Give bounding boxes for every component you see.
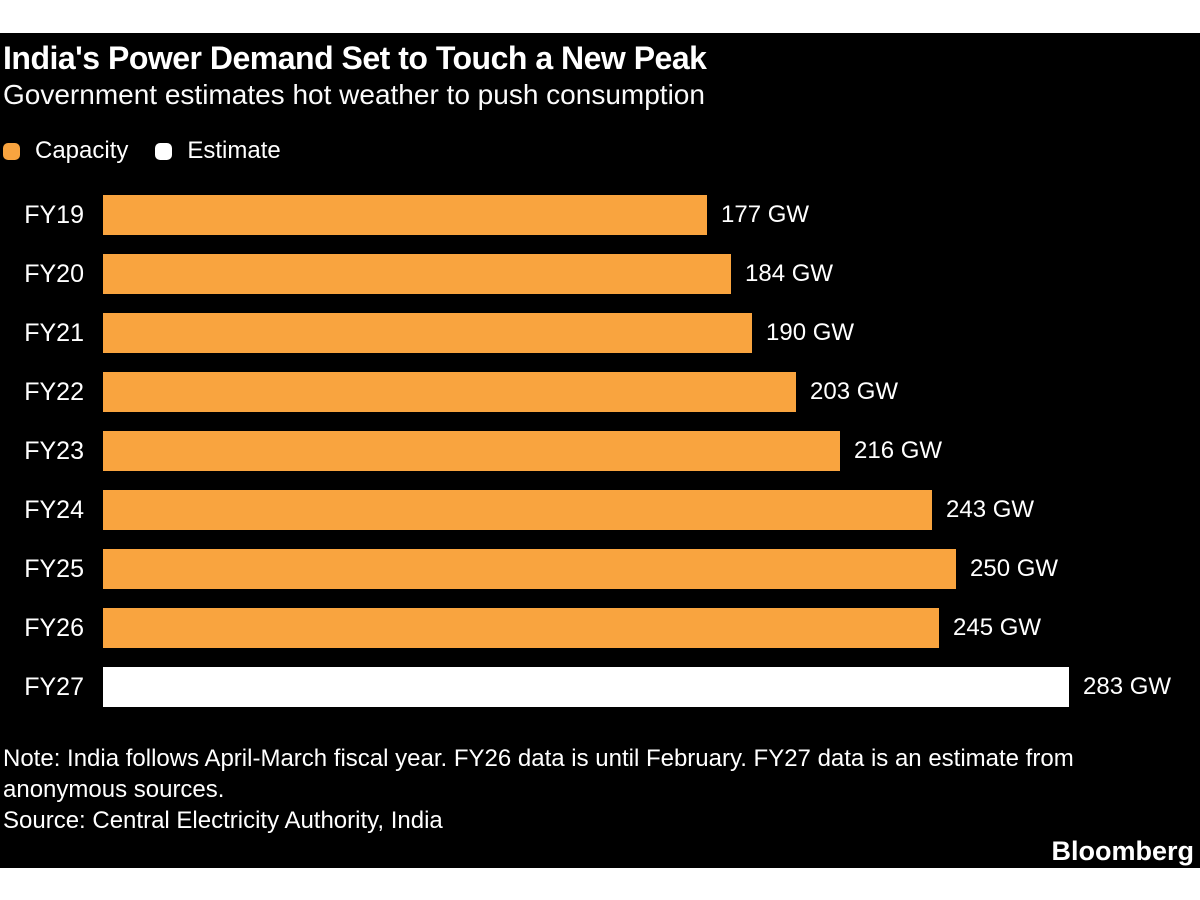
chart-row: FY25 250 GW	[3, 549, 1200, 589]
bar-track: 283 GW	[103, 667, 1200, 707]
chart-row: FY19 177 GW	[3, 195, 1200, 235]
top-margin-strip	[0, 0, 1200, 33]
capacity-bar	[103, 608, 939, 648]
value-label: 243 GW	[946, 496, 1035, 523]
category-label: FY24	[24, 495, 84, 524]
capacity-bar	[103, 195, 707, 235]
category-label: FY23	[24, 436, 84, 465]
legend-label-estimate: Estimate	[187, 137, 281, 164]
bar-track: 190 GW	[103, 313, 1200, 353]
chart-content: India's Power Demand Set to Touch a New …	[0, 33, 1200, 868]
legend: Capacity Estimate	[3, 137, 1200, 165]
estimate-swatch-icon	[155, 142, 173, 160]
category-label: FY22	[24, 377, 84, 406]
category-label: FY26	[24, 613, 84, 642]
capacity-bar	[103, 431, 840, 471]
capacity-bar	[103, 549, 956, 589]
legend-item-capacity: Capacity	[3, 137, 128, 165]
chart-row: FY27 283 GW	[3, 667, 1200, 707]
capacity-swatch-icon	[3, 142, 20, 160]
value-label: 190 GW	[766, 319, 855, 346]
chart-row: FY20 184 GW	[3, 254, 1200, 294]
capacity-bar	[103, 490, 932, 530]
bar-chart: FY19 177 GW FY20 184 GW FY21 190 GW FY22…	[3, 195, 1200, 707]
footnotes: Note: India follows April-March fiscal y…	[3, 743, 1200, 836]
value-label: 177 GW	[721, 201, 810, 228]
value-label: 184 GW	[745, 260, 834, 287]
chart-row: FY26 245 GW	[3, 608, 1200, 648]
category-label: FY27	[24, 672, 84, 701]
category-label: FY20	[24, 259, 84, 288]
bar-track: 243 GW	[103, 490, 1200, 530]
chart-row: FY22 203 GW	[3, 372, 1200, 412]
value-label: 245 GW	[953, 614, 1042, 641]
chart-row: FY23 216 GW	[3, 431, 1200, 471]
capacity-bar	[103, 372, 796, 412]
value-label: 250 GW	[970, 555, 1059, 582]
bar-track: 177 GW	[103, 195, 1200, 235]
legend-item-estimate: Estimate	[155, 137, 281, 165]
capacity-bar	[103, 313, 752, 353]
category-label: FY25	[24, 554, 84, 583]
legend-label-capacity: Capacity	[35, 137, 129, 164]
estimate-bar	[103, 667, 1069, 707]
chart-subtitle: Government estimates hot weather to push…	[3, 79, 705, 110]
bloomberg-logo: Bloomberg	[1051, 836, 1194, 866]
value-label: 283 GW	[1083, 673, 1172, 700]
bar-track: 216 GW	[103, 431, 1200, 471]
category-label: FY21	[24, 318, 84, 347]
value-label: 203 GW	[810, 378, 899, 405]
bar-track: 245 GW	[103, 608, 1200, 648]
note-text: Note: India follows April-March fiscal y…	[3, 745, 1074, 803]
bar-track: 250 GW	[103, 549, 1200, 589]
value-label: 216 GW	[854, 437, 943, 464]
source-text: Source: Central Electricity Authority, I…	[3, 807, 443, 834]
chart-row: FY24 243 GW	[3, 490, 1200, 530]
category-label: FY19	[24, 200, 84, 229]
capacity-bar	[103, 254, 731, 294]
bottom-margin-strip	[0, 868, 1200, 900]
chart-row: FY21 190 GW	[3, 313, 1200, 353]
bar-track: 203 GW	[103, 372, 1200, 412]
chart-title: India's Power Demand Set to Touch a New …	[3, 40, 707, 76]
bar-track: 184 GW	[103, 254, 1200, 294]
